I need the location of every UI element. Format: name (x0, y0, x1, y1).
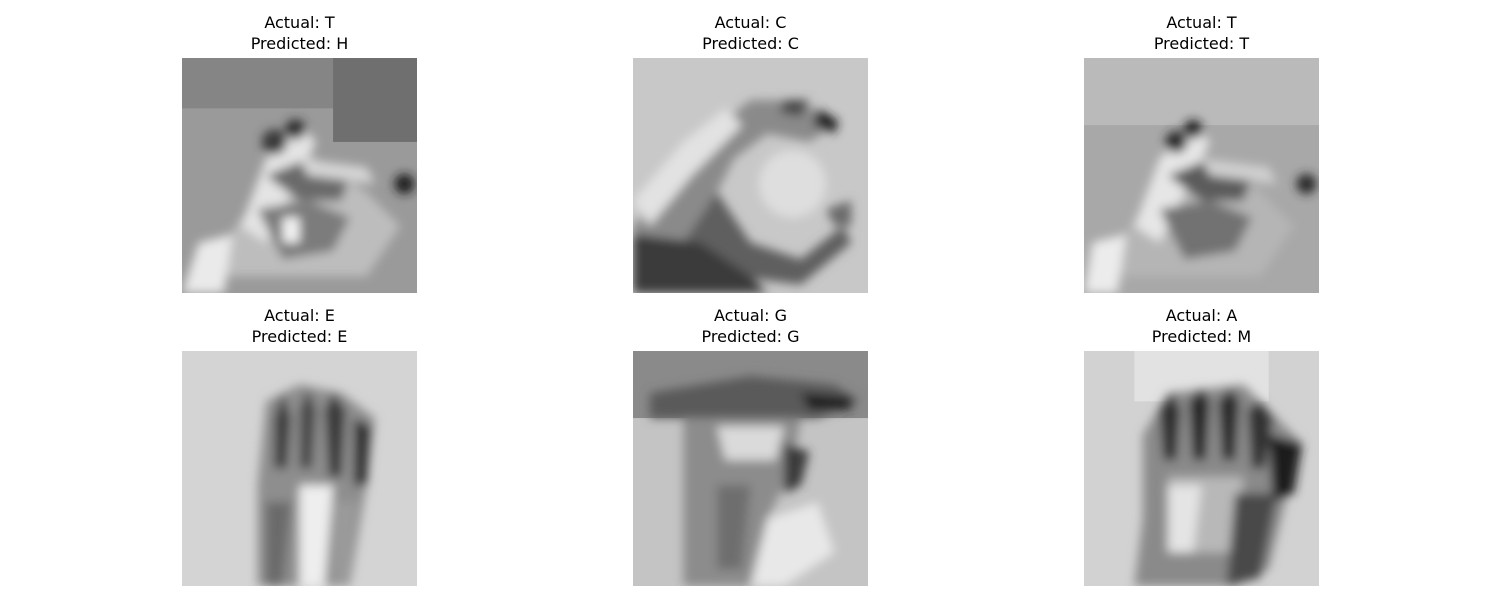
predicted-label: Predicted: M (1151, 327, 1252, 346)
actual-label: Actual: G (714, 306, 787, 325)
predicted-label: Predicted: E (251, 327, 348, 346)
predicted-label: Predicted: H (250, 34, 349, 53)
actual-label: Actual: T (1166, 13, 1237, 32)
hand-sign-image (1084, 351, 1319, 586)
predicted-label: Predicted: C (702, 34, 799, 53)
panel-title: Actual: E Predicted: E (122, 305, 477, 347)
actual-label: Actual: E (264, 306, 335, 325)
panel-title: Actual: A Predicted: M (1024, 305, 1379, 347)
panel-title: Actual: G Predicted: G (573, 305, 928, 347)
hand-sign-image (182, 351, 417, 586)
hand-sign-image (633, 351, 868, 586)
hand-sign-image (633, 58, 868, 293)
actual-label: Actual: A (1165, 306, 1238, 325)
hand-sign-image (182, 58, 417, 293)
hand-sign-image (1084, 58, 1319, 293)
panel-title: Actual: T Predicted: T (1024, 12, 1379, 54)
panel-title: Actual: T Predicted: H (122, 12, 477, 54)
actual-label: Actual: T (264, 13, 335, 32)
panel-title: Actual: C Predicted: C (573, 12, 928, 54)
predicted-label: Predicted: G (701, 327, 800, 346)
actual-label: Actual: C (714, 13, 787, 32)
predicted-label: Predicted: T (1153, 34, 1250, 53)
